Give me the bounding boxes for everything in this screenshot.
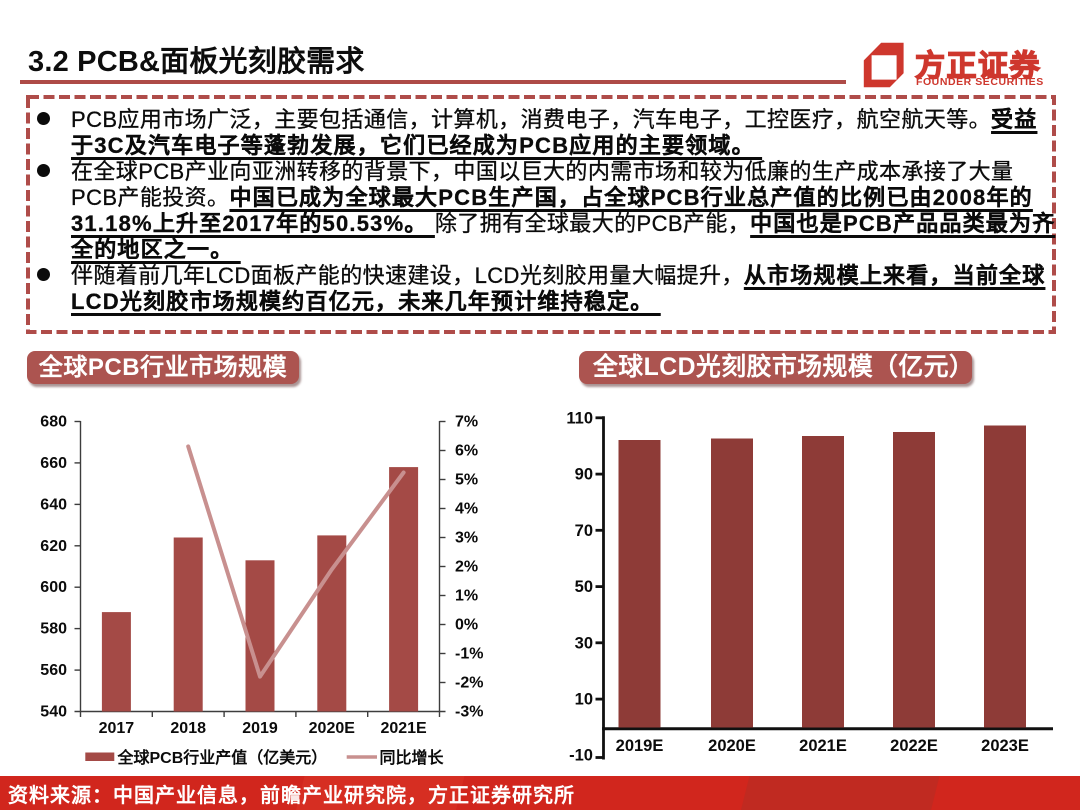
svg-text:-3%: -3% (455, 704, 483, 721)
svg-text:580: 580 (40, 621, 67, 638)
svg-text:4%: 4% (455, 501, 478, 518)
svg-text:50: 50 (575, 578, 593, 596)
svg-text:2021E: 2021E (380, 720, 427, 737)
svg-text:6%: 6% (455, 443, 478, 460)
svg-text:2020E: 2020E (309, 720, 356, 737)
svg-text:110: 110 (566, 409, 593, 427)
svg-text:90: 90 (575, 466, 593, 484)
svg-text:640: 640 (40, 496, 67, 513)
svg-text:全球PCB行业产值（亿美元）: 全球PCB行业产值（亿美元） (117, 748, 328, 767)
svg-text:2017: 2017 (99, 720, 135, 737)
svg-text:3%: 3% (455, 530, 478, 547)
svg-text:同比增长: 同比增长 (380, 748, 445, 767)
svg-text:2022E: 2022E (890, 737, 938, 755)
svg-text:680: 680 (40, 414, 67, 431)
svg-text:2021E: 2021E (799, 737, 847, 755)
svg-text:620: 620 (40, 538, 67, 555)
svg-text:30: 30 (575, 634, 593, 652)
svg-text:10: 10 (575, 691, 593, 709)
svg-text:5%: 5% (455, 472, 478, 489)
svg-text:-1%: -1% (455, 646, 483, 663)
svg-text:0%: 0% (455, 617, 478, 634)
svg-text:-10: -10 (569, 747, 593, 765)
svg-text:2020E: 2020E (708, 737, 756, 755)
svg-text:2018: 2018 (170, 720, 206, 737)
svg-text:-2%: -2% (455, 675, 483, 692)
svg-text:540: 540 (40, 704, 67, 721)
svg-text:7%: 7% (455, 414, 478, 431)
svg-text:2%: 2% (455, 559, 478, 576)
svg-text:1%: 1% (455, 588, 478, 605)
svg-text:2019E: 2019E (616, 737, 664, 755)
svg-text:70: 70 (575, 522, 593, 540)
svg-text:660: 660 (40, 455, 67, 472)
svg-text:2019: 2019 (242, 720, 278, 737)
svg-text:2023E: 2023E (981, 737, 1029, 755)
svg-text:600: 600 (40, 579, 67, 596)
svg-text:560: 560 (40, 662, 67, 679)
